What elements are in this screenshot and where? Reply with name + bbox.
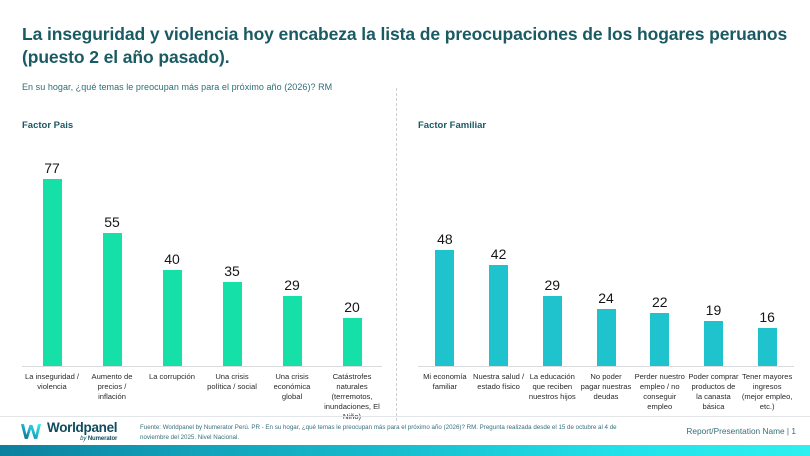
bar-category-label: Nuestra salud / estado físico [473, 372, 525, 392]
panel-heading-left: Factor Pais [22, 120, 74, 131]
chart-bars-right: 48 42 29 24 22 19 16 [418, 140, 794, 367]
bar-value-label: 42 [490, 246, 507, 262]
bar-category-label: La educación que reciben nuestros hijos [528, 372, 576, 402]
source-note: Fuente: Worldpanel by Numerator Perú. PR… [140, 424, 617, 441]
bar-column[interactable]: 77 [22, 140, 82, 367]
chart-factor-pais: 77 55 40 35 29 20 [22, 139, 382, 367]
chart-axis-right [418, 366, 794, 367]
bar-column[interactable]: 42 [472, 140, 526, 367]
chart-axis-left [22, 366, 382, 367]
presentation-name-label: Report/Presentation Name | 1 [686, 426, 796, 436]
bar[interactable] [162, 270, 182, 367]
panel-factor-pais: Factor Pais 77 55 40 35 29 20 La inseguridad … [22, 120, 382, 422]
bar[interactable] [757, 328, 777, 367]
bar[interactable] [342, 318, 362, 367]
bar-category-label: Una crisis política / social [207, 372, 257, 392]
panel-heading-right: Factor Familiar [418, 120, 487, 131]
bar-category-label: Catástrofes naturales (terremotos, inund… [324, 372, 380, 421]
bar-column[interactable]: 29 [262, 140, 322, 367]
bar[interactable] [542, 296, 562, 367]
bar-category-label: Una crisis económica global [273, 372, 311, 402]
bar-category-label: La corrupción [148, 372, 195, 381]
bar-category-label: Aumento de precios / inflación [91, 372, 133, 402]
bar-category-label: Poder comprar productos de la canasta bá… [688, 372, 739, 412]
chart-xlabels-left: La inseguridad / violencia Aumento de pre… [22, 372, 382, 422]
bar-column[interactable]: 20 [322, 140, 382, 367]
bar-value-label: 55 [104, 214, 120, 230]
bar-column[interactable]: 40 [142, 140, 202, 367]
bar-column[interactable]: 19 [687, 140, 741, 367]
bar-column[interactable]: 24 [579, 140, 633, 367]
chart-factor-familiar: 48 42 29 24 22 19 16 [418, 139, 794, 367]
bar-category-label: Tener mayores ingresos (mejor empleo, et… [741, 372, 793, 412]
bar-value-label: 29 [284, 277, 300, 293]
bar-value-label: 19 [705, 302, 722, 318]
bar-value-label: 40 [164, 251, 180, 267]
bar-category-label: Mi economía familiar [423, 372, 467, 392]
worldpanel-byline: by Numerator [47, 436, 117, 442]
bar-column[interactable]: 35 [202, 140, 262, 367]
bar-value-label: 48 [437, 231, 453, 247]
bar-value-label: 20 [344, 299, 360, 315]
worldpanel-w-icon [20, 422, 42, 441]
byline-prefix: by [80, 435, 88, 442]
bar[interactable] [435, 250, 455, 367]
bar-value-label: 22 [651, 294, 668, 310]
chart-xlabels-right: Mi economía familiar Nuestra salud / esta… [418, 372, 794, 412]
chart-bars-left: 77 55 40 35 29 20 [22, 140, 382, 367]
bar-value-label: 16 [759, 309, 775, 325]
footer-divider [0, 416, 810, 417]
bar-category-label: La inseguridad / violencia [24, 372, 80, 392]
bar[interactable] [489, 265, 509, 367]
worldpanel-logo: Worldpanel by Numerator [20, 420, 118, 442]
bar-value-label: 35 [224, 263, 240, 279]
bar-column[interactable]: 22 [633, 140, 687, 367]
bar[interactable] [596, 309, 616, 367]
bar[interactable] [703, 321, 723, 367]
bar-column[interactable]: 29 [525, 140, 579, 367]
bar-column[interactable]: 55 [82, 140, 142, 367]
bar-value-label: 77 [44, 160, 60, 176]
byline-name: Numerator [87, 435, 118, 442]
panel-factor-familiar: Factor Familiar 48 42 29 24 22 19 16 Mi econom… [418, 120, 794, 412]
page-subtitle: En su hogar, ¿qué temas le preocupan más… [22, 82, 333, 92]
bar-column[interactable]: 48 [418, 140, 472, 367]
bottom-accent-bar [0, 445, 810, 456]
page-title: La inseguridad y violencia hoy encabeza … [22, 24, 788, 68]
bar[interactable] [282, 296, 302, 367]
worldpanel-wordmark: Worldpanel [47, 420, 118, 435]
bar-value-label: 24 [598, 290, 614, 306]
bar-column[interactable]: 16 [740, 140, 794, 367]
bar[interactable] [42, 179, 62, 367]
bar-value-label: 29 [544, 277, 561, 293]
bar[interactable] [650, 313, 670, 367]
worldpanel-logo-text: Worldpanel by Numerator [47, 420, 118, 442]
bar[interactable] [102, 233, 122, 367]
bar-category-label: Perder nuestro empleo / no conseguir emp… [634, 372, 685, 412]
panel-divider [396, 88, 397, 421]
bar[interactable] [222, 282, 242, 367]
bar-category-label: No poder pagar nuestras deudas [580, 372, 632, 402]
